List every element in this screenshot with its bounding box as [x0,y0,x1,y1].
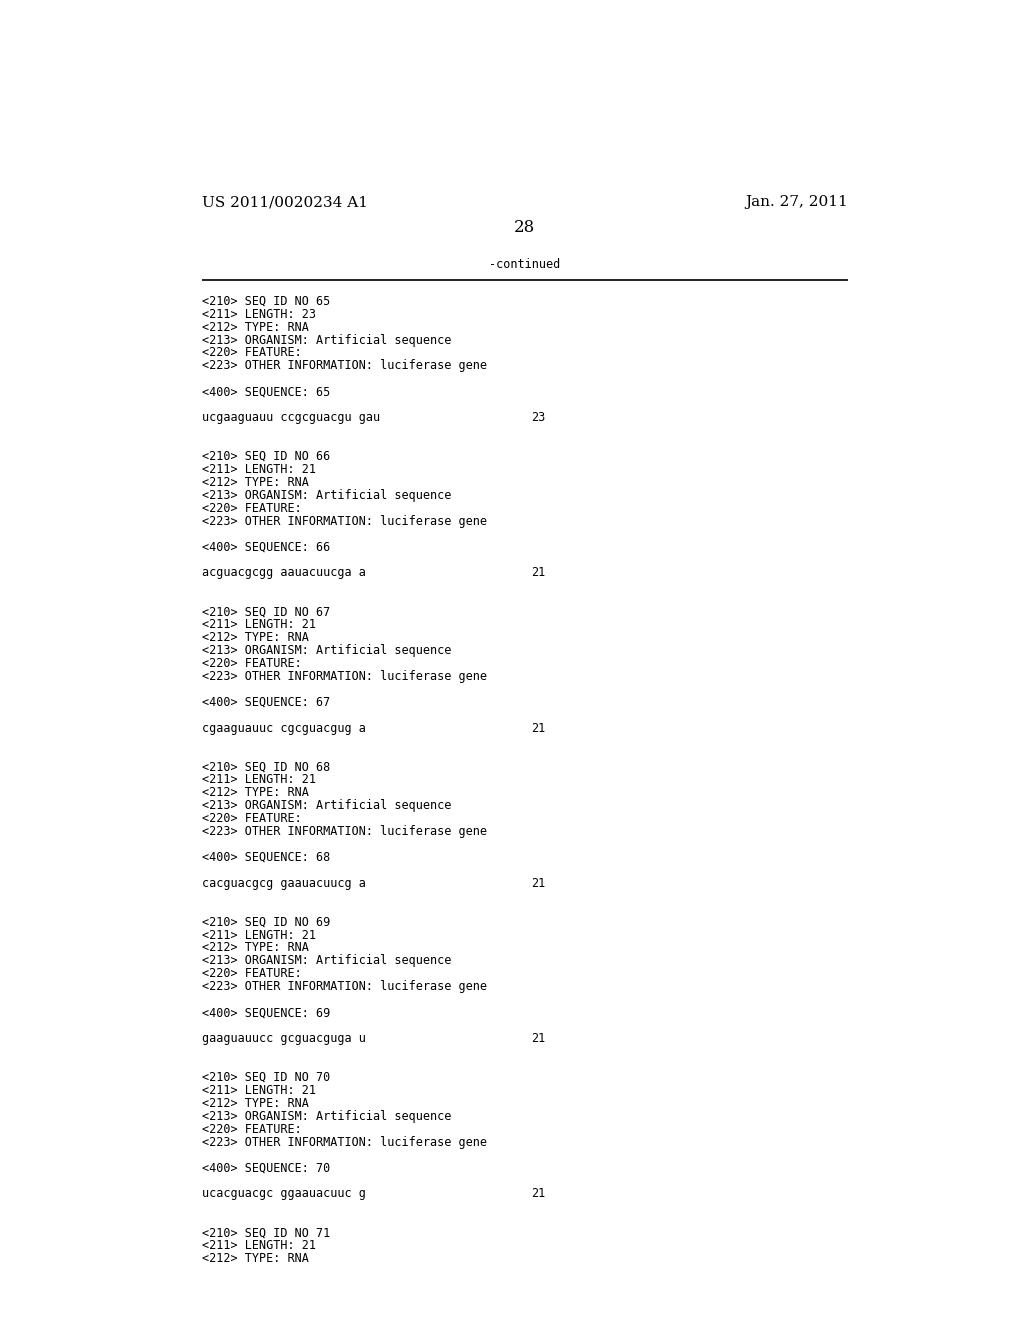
Text: 21: 21 [531,1032,545,1045]
Text: 28: 28 [514,219,536,235]
Text: <220> FEATURE:: <220> FEATURE: [202,812,301,825]
Text: <210> SEQ ID NO 70: <210> SEQ ID NO 70 [202,1071,330,1084]
Text: <400> SEQUENCE: 66: <400> SEQUENCE: 66 [202,540,330,553]
Text: <220> FEATURE:: <220> FEATURE: [202,657,301,671]
Text: <212> TYPE: RNA: <212> TYPE: RNA [202,631,308,644]
Text: <210> SEQ ID NO 66: <210> SEQ ID NO 66 [202,450,330,463]
Text: <400> SEQUENCE: 68: <400> SEQUENCE: 68 [202,851,330,865]
Text: <210> SEQ ID NO 71: <210> SEQ ID NO 71 [202,1226,330,1239]
Text: <220> FEATURE:: <220> FEATURE: [202,1122,301,1135]
Text: <211> LENGTH: 21: <211> LENGTH: 21 [202,618,315,631]
Text: <213> ORGANISM: Artificial sequence: <213> ORGANISM: Artificial sequence [202,954,451,968]
Text: cgaaguauuc cgcguacgug a: cgaaguauuc cgcguacgug a [202,722,366,735]
Text: <211> LENGTH: 21: <211> LENGTH: 21 [202,774,315,787]
Text: <210> SEQ ID NO 69: <210> SEQ ID NO 69 [202,916,330,929]
Text: <223> OTHER INFORMATION: luciferase gene: <223> OTHER INFORMATION: luciferase gene [202,981,486,994]
Text: <212> TYPE: RNA: <212> TYPE: RNA [202,787,308,800]
Text: US 2011/0020234 A1: US 2011/0020234 A1 [202,195,368,209]
Text: <213> ORGANISM: Artificial sequence: <213> ORGANISM: Artificial sequence [202,488,451,502]
Text: <211> LENGTH: 21: <211> LENGTH: 21 [202,1084,315,1097]
Text: 21: 21 [531,876,545,890]
Text: <210> SEQ ID NO 68: <210> SEQ ID NO 68 [202,760,330,774]
Text: <223> OTHER INFORMATION: luciferase gene: <223> OTHER INFORMATION: luciferase gene [202,515,486,528]
Text: <211> LENGTH: 23: <211> LENGTH: 23 [202,308,315,321]
Text: <213> ORGANISM: Artificial sequence: <213> ORGANISM: Artificial sequence [202,1110,451,1123]
Text: <211> LENGTH: 21: <211> LENGTH: 21 [202,463,315,477]
Text: <223> OTHER INFORMATION: luciferase gene: <223> OTHER INFORMATION: luciferase gene [202,669,486,682]
Text: 21: 21 [531,566,545,579]
Text: <400> SEQUENCE: 67: <400> SEQUENCE: 67 [202,696,330,709]
Text: Jan. 27, 2011: Jan. 27, 2011 [745,195,848,209]
Text: <211> LENGTH: 21: <211> LENGTH: 21 [202,928,315,941]
Text: 23: 23 [531,411,545,424]
Text: <212> TYPE: RNA: <212> TYPE: RNA [202,941,308,954]
Text: ucacguacgc ggaauacuuc g: ucacguacgc ggaauacuuc g [202,1187,366,1200]
Text: <220> FEATURE:: <220> FEATURE: [202,968,301,981]
Text: -continued: -continued [489,257,560,271]
Text: <212> TYPE: RNA: <212> TYPE: RNA [202,475,308,488]
Text: <223> OTHER INFORMATION: luciferase gene: <223> OTHER INFORMATION: luciferase gene [202,1135,486,1148]
Text: <212> TYPE: RNA: <212> TYPE: RNA [202,1251,308,1265]
Text: <400> SEQUENCE: 65: <400> SEQUENCE: 65 [202,385,330,399]
Text: <220> FEATURE:: <220> FEATURE: [202,502,301,515]
Text: <400> SEQUENCE: 69: <400> SEQUENCE: 69 [202,1006,330,1019]
Text: <210> SEQ ID NO 65: <210> SEQ ID NO 65 [202,294,330,308]
Text: <220> FEATURE:: <220> FEATURE: [202,346,301,359]
Text: <213> ORGANISM: Artificial sequence: <213> ORGANISM: Artificial sequence [202,644,451,657]
Text: cacguacgcg gaauacuucg a: cacguacgcg gaauacuucg a [202,876,366,890]
Text: <213> ORGANISM: Artificial sequence: <213> ORGANISM: Artificial sequence [202,799,451,812]
Text: <223> OTHER INFORMATION: luciferase gene: <223> OTHER INFORMATION: luciferase gene [202,359,486,372]
Text: <210> SEQ ID NO 67: <210> SEQ ID NO 67 [202,605,330,618]
Text: 21: 21 [531,722,545,735]
Text: acguacgcgg aauacuucga a: acguacgcgg aauacuucga a [202,566,366,579]
Text: <213> ORGANISM: Artificial sequence: <213> ORGANISM: Artificial sequence [202,334,451,347]
Text: ucgaaguauu ccgcguacgu gau: ucgaaguauu ccgcguacgu gau [202,411,380,424]
Text: gaaguauucc gcguacguga u: gaaguauucc gcguacguga u [202,1032,366,1045]
Text: <400> SEQUENCE: 70: <400> SEQUENCE: 70 [202,1162,330,1175]
Text: <223> OTHER INFORMATION: luciferase gene: <223> OTHER INFORMATION: luciferase gene [202,825,486,838]
Text: <212> TYPE: RNA: <212> TYPE: RNA [202,321,308,334]
Text: <212> TYPE: RNA: <212> TYPE: RNA [202,1097,308,1110]
Text: 21: 21 [531,1187,545,1200]
Text: <211> LENGTH: 21: <211> LENGTH: 21 [202,1239,315,1253]
